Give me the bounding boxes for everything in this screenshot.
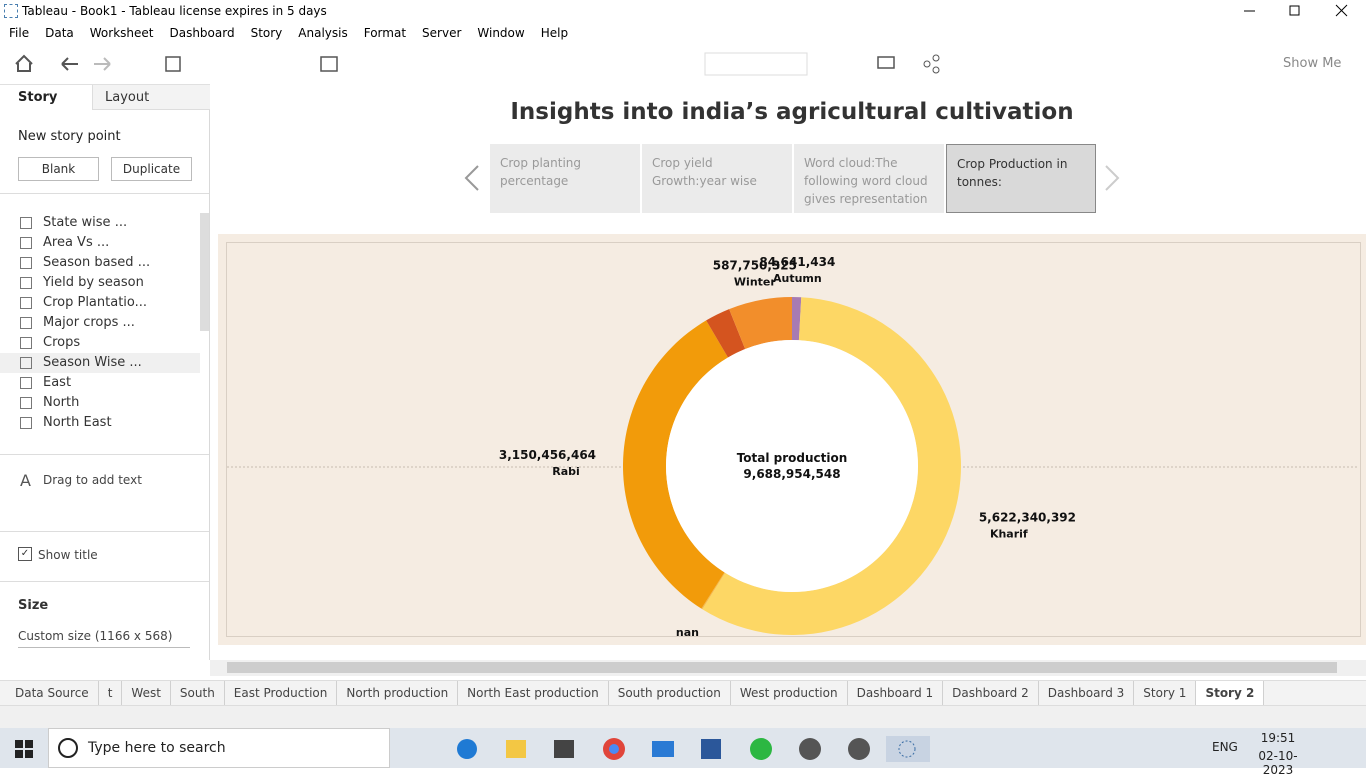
show-me-button[interactable]: Show Me [1283,56,1342,71]
size-heading: Size [18,598,49,613]
sheet-tab[interactable]: North East production [458,681,609,705]
menu-item[interactable]: Worksheet [89,26,154,40]
sidebar: Story Layout New story point Blank Dupli… [0,85,210,660]
menu-item[interactable]: Data [45,26,74,40]
menu-item[interactable]: Dashboard [169,26,235,40]
show-title-checkbox[interactable]: ✓ [18,547,32,561]
sheet-list-item[interactable]: Season based ... [0,253,200,273]
data-label-category: Autumn [773,272,822,285]
sheet-tab[interactable]: Data Source [6,681,99,705]
data-label-value: 3,150,456,464 [499,448,596,462]
sheet-list-item[interactable]: State wise ... [0,213,200,233]
title-bar: Tableau - Book1 - Tableau license expire… [0,0,1366,22]
drag-to-add-text[interactable]: Drag to add text [43,473,142,487]
size-dropdown[interactable]: Custom size (1166 x 568) [18,629,190,648]
donut-segment [622,320,729,609]
new-story-point-heading: New story point [18,129,121,144]
sheet-tab[interactable]: Dashboard 1 [848,681,944,705]
donut-segment [729,297,792,350]
donut-segment [702,297,961,635]
window-controls[interactable] [1236,2,1356,20]
sheet-tab-bar: Data Source t West South East Production Nort… [0,680,1366,706]
center-label: Total production [737,451,848,465]
sheet-list-item[interactable]: East [0,373,200,393]
story-tab[interactable]: Story [18,90,58,105]
donut-segment [701,572,726,610]
scrollbar [200,213,209,331]
language-indicator[interactable]: ENG [1212,740,1238,754]
menu-item[interactable]: Format [363,26,407,40]
data-label-value: 587,750,325 [713,259,797,273]
toolbar-icons [15,52,940,76]
toolbar: Show Me [0,44,1366,85]
duplicate-button[interactable]: Duplicate [111,157,192,181]
sheet-list-item[interactable]: Major crops ... [0,313,200,333]
sheet-tab[interactable]: t [99,681,123,705]
show-title-label: Show title [38,548,98,562]
center-total: 9,688,954,548 [743,467,840,481]
sheet-list-item[interactable]: Season Wise ... [0,353,200,373]
donut-hole [666,340,918,592]
story-point[interactable]: Crop planting percentage [490,144,640,213]
menu-bar: File Data Worksheet Dashboard Story Analysis F… [9,26,584,40]
menu-item[interactable]: Window [477,26,525,40]
sheet-tab[interactable]: East Production [225,681,338,705]
data-label-category: Kharif [990,527,1028,540]
pinned-apps[interactable] [450,736,930,762]
data-label-category: Rabi [552,465,580,478]
app-icon [4,4,18,18]
menu-item[interactable]: File [9,26,30,40]
sheet-tab[interactable]: South [171,681,225,705]
sheet-tab[interactable]: North production [337,681,459,705]
story-point[interactable]: Crop Production in tonnes: [946,144,1096,213]
data-label-value: 84,641,434 [759,255,835,269]
start-button[interactable] [15,740,33,758]
window-title: Tableau - Book1 - Tableau license expire… [22,4,327,18]
story-point[interactable]: Word cloud:The following word cloud give… [794,144,944,213]
sheet-list: State wise ... Area Vs ... Season based ..… [0,213,200,441]
sheet-list-item[interactable]: Area Vs ... [0,233,200,253]
dashboard-border [226,242,1361,637]
donut-chart: 84,641,434 Autumn 5,622,340,392 Kharif nan 3,… [227,255,1359,639]
blank-button[interactable]: Blank [18,157,99,181]
data-label-category: Winter [734,276,776,289]
sheet-tab[interactable]: West [122,681,171,705]
sheet-tab[interactable]: South production [609,681,731,705]
status-bar [0,705,1366,729]
sheet-tab[interactable]: Dashboard 3 [1039,681,1135,705]
sheet-list-item[interactable]: North East [0,413,200,433]
data-label-category: nan [676,626,699,639]
menu-item[interactable]: Help [540,26,569,40]
sheet-list-item[interactable]: Crop Plantatio... [0,293,200,313]
story-point[interactable]: Crop yield Growth:year wise [642,144,792,213]
menu-item[interactable]: Story [250,26,283,40]
sheet-list-item[interactable]: North [0,393,200,413]
sheet-list-item[interactable]: Yield by season [0,273,200,293]
sheet-tab[interactable]: West production [731,681,848,705]
sheet-tab[interactable]: Dashboard 2 [943,681,1039,705]
h-scrollbar [210,660,1366,676]
clock-date[interactable]: 02-10-2023 [1258,749,1298,777]
clock-time[interactable]: 19:51 [1260,731,1296,745]
search-placeholder: Type here to search [88,740,226,756]
sheet-tab[interactable]: Story 1 [1134,681,1197,705]
layout-tab[interactable]: Layout [105,90,150,105]
donut-segment [792,297,802,341]
menu-item[interactable]: Analysis [298,26,348,40]
sheet-tab[interactable]: Story 2 [1196,681,1265,705]
data-label-value: 5,622,340,392 [979,510,1076,524]
sheet-list-item[interactable]: Crops [0,333,200,353]
story-title: Insights into india’s agricultural culti… [510,99,1074,125]
menu-item[interactable]: Server [422,26,462,40]
donut-segment [706,309,746,358]
story-nav-arrows[interactable] [460,160,1140,200]
taskbar: Type here to search ENG 19:51 02-10-2023 [0,728,1366,777]
